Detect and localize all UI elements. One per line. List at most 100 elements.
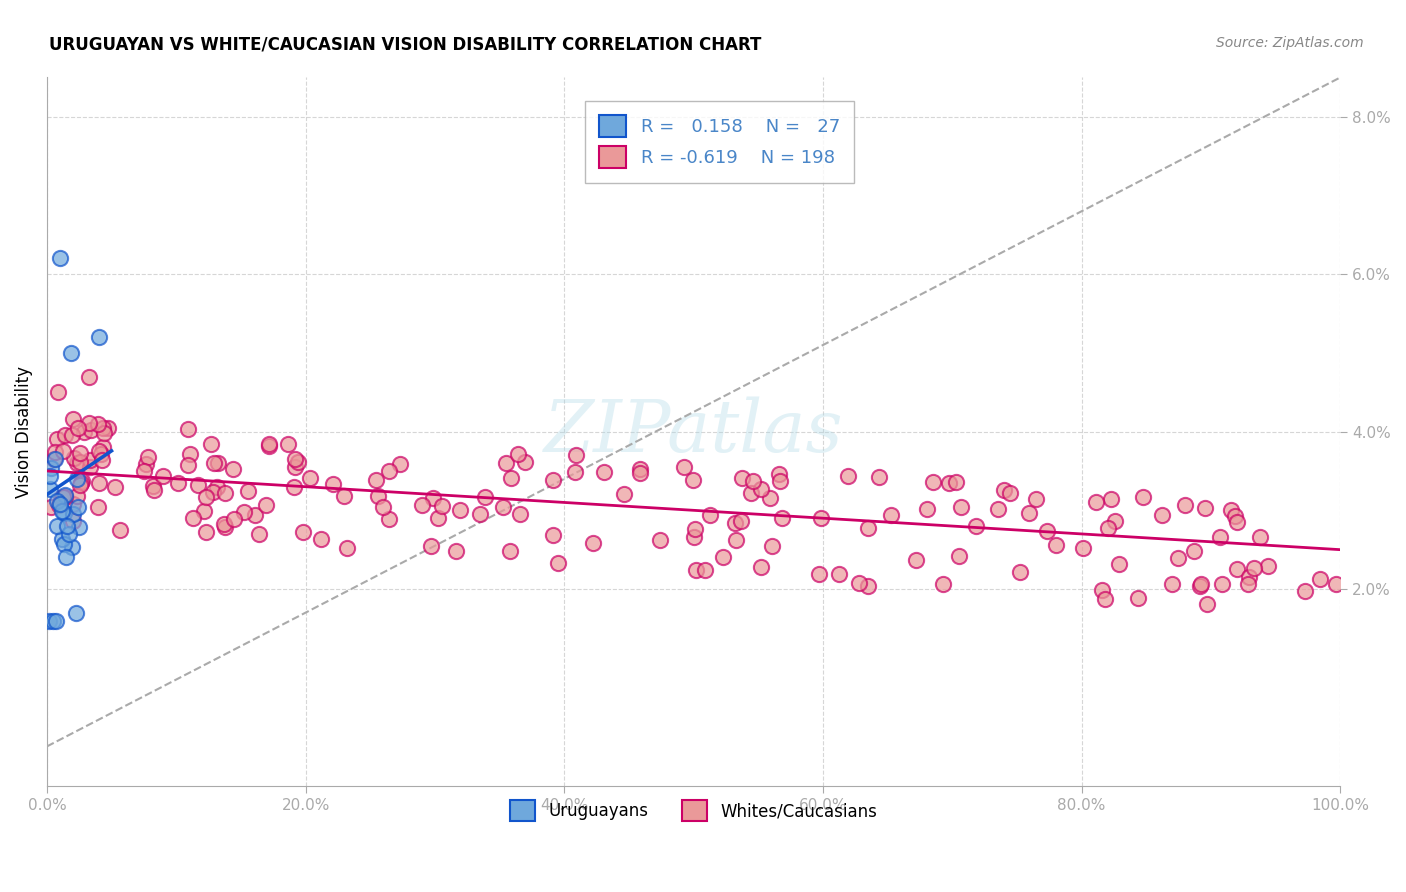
Whites/Caucasians (200, 437, 222, 451)
Whites/Caucasians (291, 525, 314, 540)
Whites/Caucasians (564, 465, 586, 479)
Whites/Caucasians (730, 514, 752, 528)
Whites/Caucasians (444, 544, 467, 558)
Whites/Caucasians (1104, 514, 1126, 528)
Whites/Caucasians (214, 520, 236, 534)
Whites/Caucasians (65, 456, 87, 470)
Uruguayans (39, 460, 62, 475)
Whites/Caucasians (1309, 572, 1331, 586)
Whites/Caucasians (770, 511, 793, 525)
Whites/Caucasians (810, 511, 832, 525)
Whites/Caucasians (593, 465, 616, 479)
Whites/Caucasians (648, 533, 671, 547)
Whites/Caucasians (49, 491, 72, 505)
Whites/Caucasians (195, 490, 218, 504)
Uruguayans (44, 451, 66, 466)
Whites/Caucasians (868, 469, 890, 483)
Whites/Caucasians (685, 563, 707, 577)
Whites/Caucasians (69, 445, 91, 459)
Whites/Caucasians (207, 456, 229, 470)
Whites/Caucasians (70, 474, 93, 488)
Whites/Caucasians (388, 457, 411, 471)
Whites/Caucasians (1045, 538, 1067, 552)
Whites/Caucasians (730, 471, 752, 485)
Whites/Caucasians (243, 508, 266, 523)
Whites/Caucasians (828, 567, 851, 582)
Whites/Caucasians (1036, 524, 1059, 538)
Whites/Caucasians (1211, 577, 1233, 591)
Whites/Caucasians (1126, 591, 1149, 605)
Whites/Caucasians (205, 480, 228, 494)
Whites/Caucasians (761, 540, 783, 554)
Uruguayans (51, 532, 73, 546)
Whites/Caucasians (254, 498, 277, 512)
Whites/Caucasians (143, 483, 166, 497)
Whites/Caucasians (135, 457, 157, 471)
Whites/Caucasians (167, 476, 190, 491)
Whites/Caucasians (1084, 495, 1107, 509)
Whites/Caucasians (48, 498, 70, 512)
Whites/Caucasians (420, 539, 443, 553)
Whites/Caucasians (1025, 492, 1047, 507)
Whites/Caucasians (699, 508, 721, 522)
Whites/Caucasians (411, 498, 433, 512)
Whites/Caucasians (628, 462, 651, 476)
Uruguayans (46, 494, 69, 508)
Whites/Caucasians (807, 567, 830, 582)
Whites/Caucasians (1099, 492, 1122, 507)
Whites/Caucasians (221, 461, 243, 475)
Whites/Caucasians (108, 523, 131, 537)
Uruguayans (45, 519, 67, 533)
Whites/Caucasians (44, 445, 66, 459)
Whites/Caucasians (1188, 579, 1211, 593)
Whites/Caucasians (1237, 577, 1260, 591)
Whites/Caucasians (46, 385, 69, 400)
Whites/Caucasians (449, 503, 471, 517)
Whites/Caucasians (1108, 557, 1130, 571)
Whites/Caucasians (430, 499, 453, 513)
Whites/Caucasians (1220, 503, 1243, 517)
Whites/Caucasians (1209, 530, 1232, 544)
Whites/Caucasians (768, 467, 790, 482)
Uruguayans (51, 504, 73, 518)
Uruguayans (62, 508, 84, 522)
Whites/Caucasians (1249, 530, 1271, 544)
Whites/Caucasians (284, 460, 307, 475)
Whites/Caucasians (987, 502, 1010, 516)
Whites/Caucasians (69, 478, 91, 492)
Whites/Caucasians (309, 533, 332, 547)
Whites/Caucasians (474, 490, 496, 504)
Whites/Caucasians (371, 500, 394, 514)
Whites/Caucasians (62, 411, 84, 425)
Legend: Uruguayans, Whites/Caucasians: Uruguayans, Whites/Caucasians (496, 787, 890, 834)
Whites/Caucasians (1237, 569, 1260, 583)
Whites/Caucasians (62, 497, 84, 511)
Whites/Caucasians (152, 469, 174, 483)
Whites/Caucasians (1167, 550, 1189, 565)
Uruguayans (38, 614, 60, 628)
Whites/Caucasians (749, 560, 772, 574)
Uruguayans (53, 487, 76, 501)
Whites/Caucasians (66, 489, 89, 503)
Whites/Caucasians (238, 484, 260, 499)
Whites/Caucasians (284, 451, 307, 466)
Uruguayans (66, 500, 89, 515)
Whites/Caucasians (322, 477, 344, 491)
Whites/Caucasians (945, 475, 967, 490)
Whites/Caucasians (90, 447, 112, 461)
Whites/Caucasians (44, 451, 66, 466)
Whites/Caucasians (287, 455, 309, 469)
Whites/Caucasians (1010, 566, 1032, 580)
Whites/Caucasians (724, 516, 747, 531)
Whites/Caucasians (1257, 558, 1279, 573)
Whites/Caucasians (759, 491, 782, 506)
Whites/Caucasians (142, 479, 165, 493)
Whites/Caucasians (39, 500, 62, 514)
Whites/Caucasians (87, 443, 110, 458)
Whites/Caucasians (1194, 500, 1216, 515)
Whites/Caucasians (80, 423, 103, 437)
Whites/Caucasians (97, 421, 120, 435)
Whites/Caucasians (69, 455, 91, 469)
Whites/Caucasians (541, 474, 564, 488)
Whites/Caucasians (259, 439, 281, 453)
